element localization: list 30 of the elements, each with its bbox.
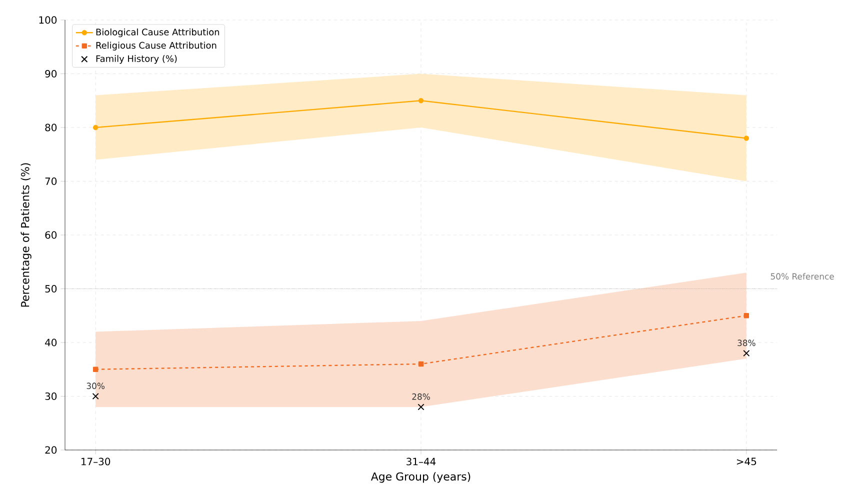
y-tick-label: 100 [39,16,57,24]
data-label: 38% [738,340,756,346]
x-axis-title: Age Group (years) [370,472,470,483]
data-label: 30% [86,382,105,390]
y-tick-label: 90 [45,70,57,78]
x-tick-label: 17–30 [82,458,110,466]
point [743,350,750,357]
y-tick-label: 40 [45,338,57,346]
point [418,98,424,104]
y-tick-label: 60 [45,231,57,239]
y-tick-label: 80 [45,124,57,132]
y-tick-label: 20 [45,446,57,454]
legend-label: Biological Cause Attribution [96,28,220,38]
point [93,124,98,130]
ref-line-label: 50% Reference [770,273,834,280]
point [418,361,424,367]
y-tick-label: 70 [45,177,57,186]
point [92,392,99,400]
y-axis-title: Percentage of Patients (%) [20,163,32,307]
x-tick-label: 31–44 [406,458,436,466]
legend-label: Family History (%) [96,55,177,64]
y-tick-label: 30 [45,392,57,400]
y-tick-label: 50 [45,284,57,293]
point [418,404,424,410]
legend-label: Religious Cause Attribution [96,42,216,50]
point [744,313,750,318]
point [93,366,98,372]
data-label: 28% [412,393,430,400]
x-tick-label: >45 [736,458,756,466]
point [744,136,750,141]
